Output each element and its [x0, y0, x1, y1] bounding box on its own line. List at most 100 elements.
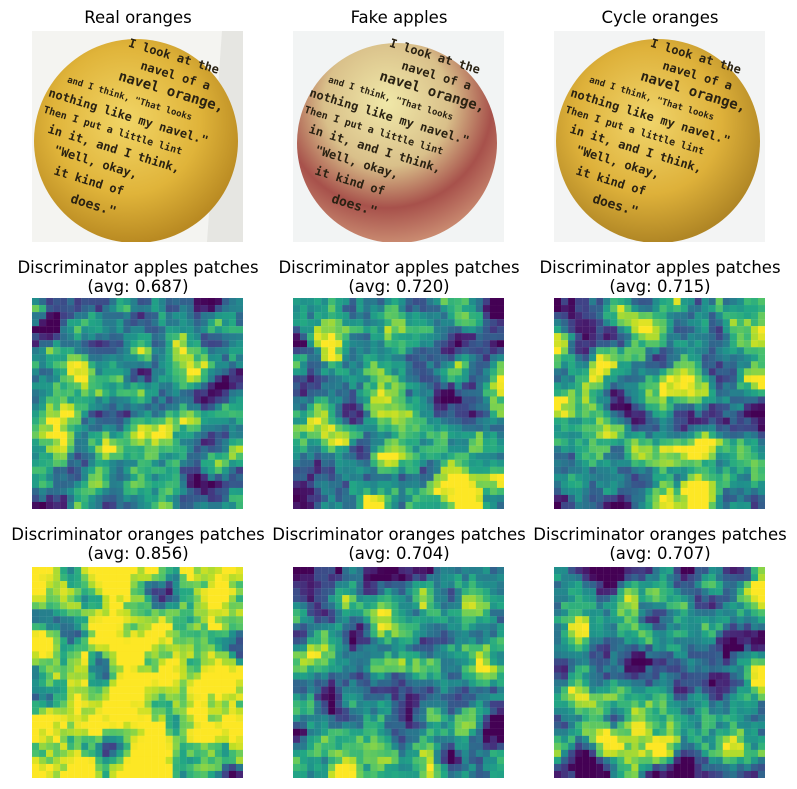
heatmap-cell [207, 630, 216, 638]
heatmap-cell [314, 459, 322, 467]
heatmap-cell [482, 438, 491, 446]
heatmap-cell [32, 700, 40, 708]
heatmap-cell [88, 424, 96, 432]
heatmap-cell [638, 382, 646, 390]
heatmap-cell [461, 595, 469, 603]
heatmap-cell [186, 319, 194, 327]
heatmap-cell [589, 588, 597, 596]
heatmap-cell [370, 340, 378, 348]
heatmap-cell [554, 389, 562, 397]
heatmap-cell [468, 623, 477, 631]
heatmap-cell [207, 728, 216, 736]
heatmap-cell [391, 389, 399, 397]
heatmap-cell [433, 609, 441, 617]
heatmap-cell [200, 749, 208, 758]
heatmap-cell [701, 382, 709, 390]
heatmap-cell [165, 693, 173, 701]
heatmap-cell [228, 686, 237, 694]
heatmap-cell [109, 714, 117, 722]
heatmap-cell [102, 721, 110, 729]
heatmap-cell [137, 700, 145, 708]
heatmap-cell [708, 644, 716, 652]
heatmap-cell [53, 665, 61, 673]
heatmap-cell [729, 595, 738, 603]
heatmap-cell [228, 742, 237, 751]
heatmap-cell [589, 326, 597, 334]
heatmap-cell [652, 616, 660, 624]
heatmap-cell [102, 602, 110, 610]
heatmap-cell [582, 312, 590, 320]
heatmap-cell [74, 770, 82, 778]
heatmap-cell [617, 368, 625, 376]
heatmap-cell [680, 644, 688, 652]
heatmap-cell [67, 459, 75, 467]
heatmap-cell [568, 438, 576, 446]
heatmap-cell [489, 679, 498, 687]
heatmap-cell [137, 581, 145, 589]
heatmap-cell [172, 501, 180, 509]
heatmap-cell [88, 487, 96, 496]
heatmap-cell [433, 354, 441, 362]
heatmap-cell [179, 326, 187, 334]
heatmap-cell [589, 354, 597, 362]
heatmap-cell [482, 382, 491, 390]
heatmap-cell [673, 403, 681, 411]
heatmap-cell [440, 466, 448, 474]
heatmap-cell [496, 574, 504, 582]
heatmap-cell [221, 567, 230, 575]
heatmap-cell [391, 417, 399, 425]
heatmap-cell [307, 623, 315, 631]
heatmap-cell [482, 721, 491, 729]
heatmap-cell [123, 487, 131, 496]
heatmap-cell [426, 700, 434, 708]
heatmap-cell [743, 340, 752, 348]
heatmap-cell [370, 574, 378, 582]
heatmap-cell [130, 574, 138, 582]
heatmap-cell [207, 574, 216, 582]
heatmap-cell [447, 658, 455, 666]
heatmap-cell [32, 361, 40, 369]
heatmap-cell [426, 644, 434, 652]
heatmap-cell [335, 588, 343, 596]
heatmap-cell [708, 326, 716, 334]
heatmap-cell [88, 581, 96, 589]
heatmap-cell [468, 742, 477, 751]
heatmap-cell [659, 658, 667, 666]
heatmap-cell [144, 312, 152, 320]
heatmap-cell [638, 347, 646, 355]
heatmap-cell [743, 410, 752, 418]
heatmap-cell [468, 630, 477, 638]
heatmap-cell [88, 368, 96, 376]
heatmap-cell [158, 672, 166, 680]
heatmap-cell [475, 410, 484, 418]
heatmap-cell [398, 487, 406, 496]
heatmap-cell [475, 459, 484, 467]
heatmap-cell [39, 382, 47, 390]
heatmap-cell [300, 445, 308, 453]
heatmap-cell [673, 298, 681, 306]
heatmap-cell [596, 459, 604, 467]
heatmap-cell [694, 319, 702, 327]
heatmap-cell [74, 417, 82, 425]
heatmap-cell [356, 616, 364, 624]
heatmap-cell [496, 735, 504, 743]
heatmap-cell [447, 410, 455, 418]
heatmap-cell [405, 693, 413, 701]
heatmap-cell [39, 728, 47, 736]
heatmap-cell [81, 347, 89, 355]
heatmap-cell [468, 679, 477, 687]
heatmap-cell [137, 333, 145, 341]
heatmap-cell [638, 424, 646, 432]
heatmap-cell [370, 368, 378, 376]
heatmap-cell [645, 438, 653, 446]
heatmap-cell [694, 658, 702, 666]
heatmap-cell [610, 431, 618, 439]
heatmap-cell [60, 665, 68, 673]
heatmap-cell [228, 721, 237, 729]
heatmap-cell [475, 354, 484, 362]
heatmap-cell [617, 347, 625, 355]
heatmap-cell [88, 410, 96, 418]
heatmap-cell [46, 749, 54, 758]
heatmap-cell [151, 389, 159, 397]
heatmap-cell [349, 417, 357, 425]
